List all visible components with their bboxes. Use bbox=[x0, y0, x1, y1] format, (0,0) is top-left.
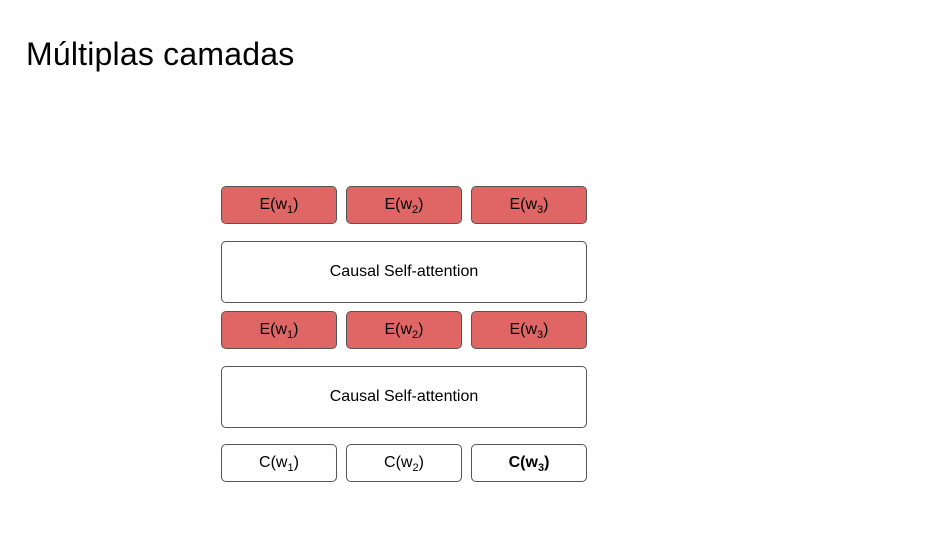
causal-self-attention-layer-1: Causal Self-attention bbox=[221, 241, 587, 303]
embedding-w3-middle: E(w3) bbox=[471, 311, 587, 349]
embedding-label: E(w1) bbox=[259, 196, 299, 216]
embedding-label: E(w2) bbox=[384, 321, 424, 341]
embedding-label: E(w3) bbox=[509, 196, 549, 216]
embedding-w2-top: E(w2) bbox=[346, 186, 462, 224]
embedding-w1-top: E(w1) bbox=[221, 186, 337, 224]
embedding-w1-middle: E(w1) bbox=[221, 311, 337, 349]
context-w1: C(w1) bbox=[221, 444, 337, 482]
attention-label: Causal Self-attention bbox=[329, 263, 479, 280]
context-w3: C(w3) bbox=[471, 444, 587, 482]
attention-label: Causal Self-attention bbox=[329, 388, 479, 405]
context-label: C(w1) bbox=[259, 454, 299, 474]
causal-self-attention-layer-2: Causal Self-attention bbox=[221, 366, 587, 428]
embedding-label: E(w2) bbox=[384, 196, 424, 216]
embedding-w3-top: E(w3) bbox=[471, 186, 587, 224]
embedding-w2-middle: E(w2) bbox=[346, 311, 462, 349]
context-label: C(w3) bbox=[508, 454, 550, 474]
context-label: C(w2) bbox=[384, 454, 424, 474]
context-w2: C(w2) bbox=[346, 444, 462, 482]
embedding-label: E(w1) bbox=[259, 321, 299, 341]
page-title: Múltiplas camadas bbox=[26, 36, 295, 72]
embedding-label: E(w3) bbox=[509, 321, 549, 341]
